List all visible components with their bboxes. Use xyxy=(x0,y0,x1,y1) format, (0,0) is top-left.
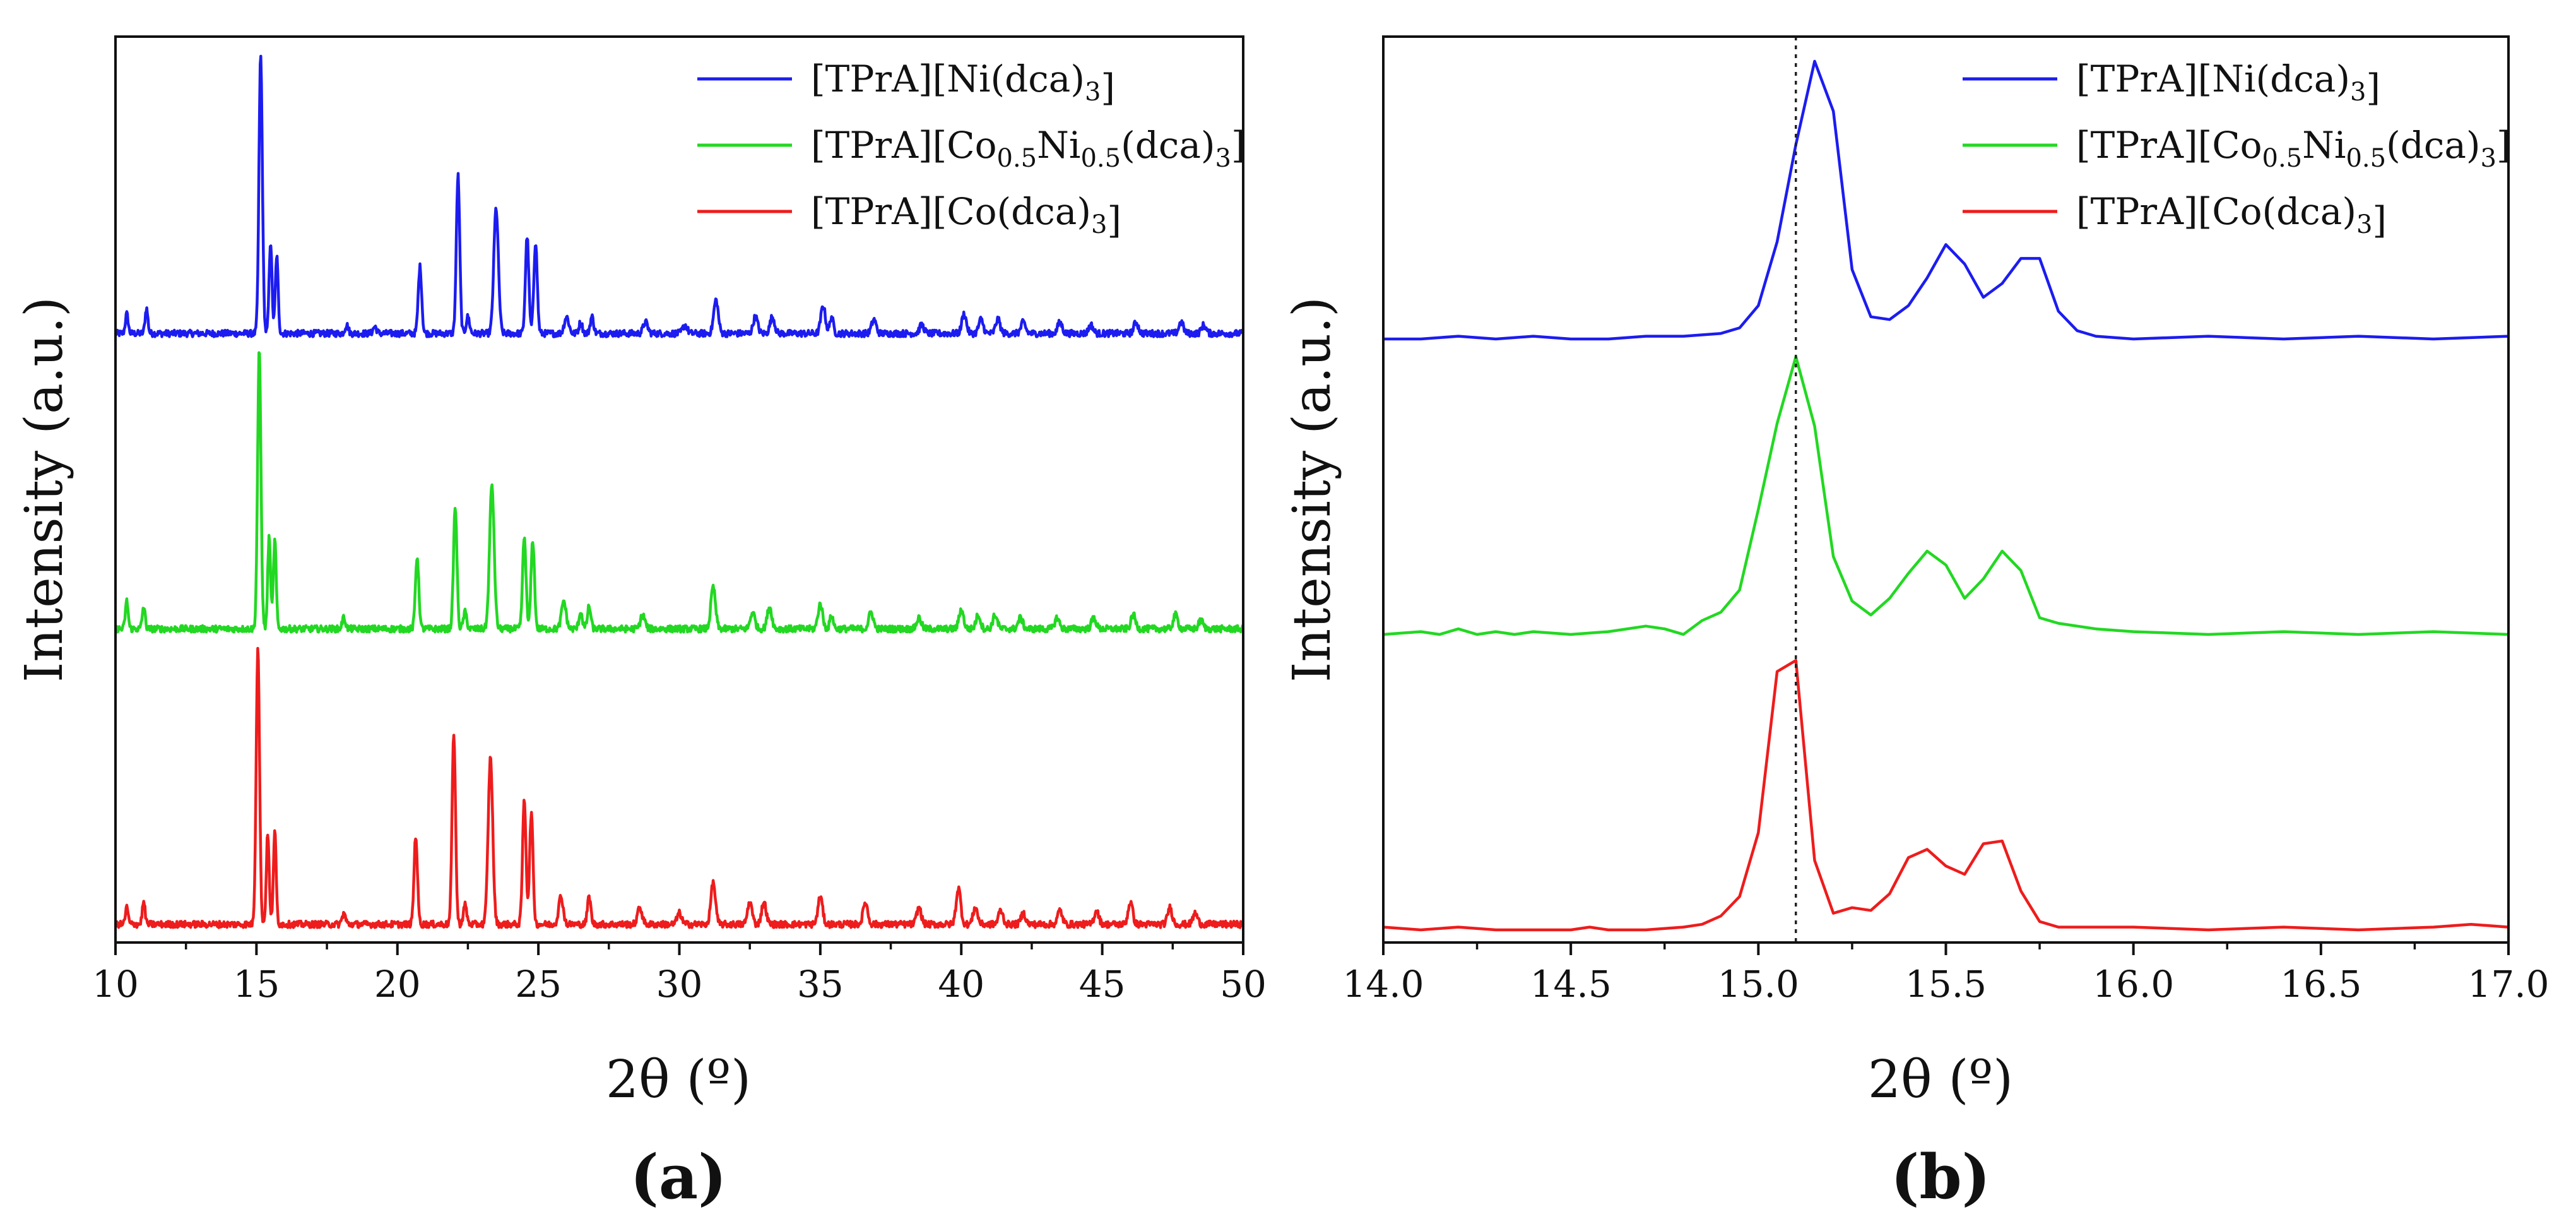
x-tick-label: 25 xyxy=(515,963,562,1006)
legend-text: [TPrA][Co(dca) xyxy=(2076,190,2356,233)
legend-subscript: 3 xyxy=(1215,144,1231,173)
x-tick-label: 15.5 xyxy=(1905,963,1987,1006)
legend-text: Ni xyxy=(2302,124,2346,167)
x-tick-label: 10 xyxy=(92,963,139,1006)
x-axis-label: 2θ (º) xyxy=(606,1050,751,1110)
legend-text: [TPrA][Ni(dca) xyxy=(2076,57,2350,100)
legend-text: [TPrA][Ni(dca) xyxy=(811,57,1085,100)
legend-label: [TPrA][Co0.5Ni0.5(dca)3] xyxy=(2076,124,2511,173)
legend-text: [TPrA][Co(dca) xyxy=(811,190,1091,233)
series-line-ni xyxy=(114,54,1244,338)
x-tick-label: 16.0 xyxy=(2093,963,2174,1006)
legend-item: [TPrA][Co(dca)3] xyxy=(697,190,1121,242)
legend-text: Ni xyxy=(1037,124,1080,167)
legend-subscript: 0.5 xyxy=(997,144,1037,173)
legend-item: [TPrA][Co0.5Ni0.5(dca)3] xyxy=(697,124,1246,173)
legend-text: ] xyxy=(1231,124,1246,167)
legend-label: [TPrA][Ni(dca)3] xyxy=(811,57,1115,109)
series-line-coni xyxy=(114,351,1245,634)
x-tick-label: 14.5 xyxy=(1530,963,1612,1006)
series-line-coni xyxy=(1383,355,2509,636)
y-axis-label: Intensity (a.u.) xyxy=(15,297,74,682)
x-tick-label: 45 xyxy=(1079,963,1126,1006)
legend-item: [TPrA][Ni(dca)3] xyxy=(697,57,1115,109)
panel-label: (a) xyxy=(630,1141,726,1213)
legend-subscript: 0.5 xyxy=(2346,144,2386,173)
x-tick-label: 15.0 xyxy=(1718,963,1799,1006)
legend-text: ] xyxy=(1107,199,1121,242)
legend-label: [TPrA][Ni(dca)3] xyxy=(2076,57,2380,109)
x-tick-label: 16.5 xyxy=(2280,963,2361,1006)
legend-subscript: 3 xyxy=(1085,78,1101,107)
legend-text: [TPrA][Co xyxy=(811,124,997,167)
x-tick-label: 14.0 xyxy=(1342,963,1424,1006)
legend-text: ] xyxy=(2496,124,2511,167)
x-tick-label: 35 xyxy=(797,963,844,1006)
legend-subscript: 3 xyxy=(2481,144,2496,173)
legend-item: [TPrA][Ni(dca)3] xyxy=(1963,57,2380,109)
legend-subscript: 0.5 xyxy=(2262,144,2303,173)
series-line-co xyxy=(1383,658,2509,932)
x-axis-label: 2θ (º) xyxy=(1868,1050,2013,1110)
legend-item: [TPrA][Co0.5Ni0.5(dca)3] xyxy=(1963,124,2511,173)
panel-label: (b) xyxy=(1891,1141,1990,1213)
x-tick-label: 15 xyxy=(233,963,280,1006)
legend-label: [TPrA][Co(dca)3] xyxy=(811,190,1121,242)
legend-text: (dca) xyxy=(2386,124,2480,167)
legend-text: [TPrA][Co xyxy=(2076,124,2262,167)
x-tick-label: 17.0 xyxy=(2467,963,2549,1006)
x-tick-label: 50 xyxy=(1220,963,1267,1006)
legend-subscript: 3 xyxy=(2356,210,2372,239)
x-tick-label: 30 xyxy=(656,963,703,1006)
legend-text: ] xyxy=(1101,66,1115,109)
legend-subscript: 0.5 xyxy=(1080,144,1121,173)
panel-b: 14.0 14.5 15.0 15.5 16.0 16.5 17.0 2θ (º) Intens… xyxy=(1282,35,2549,1213)
legend-item: [TPrA][Co(dca)3] xyxy=(1963,190,2387,242)
legend-text: ] xyxy=(2372,199,2387,242)
series-line-ni xyxy=(1383,59,2509,341)
x-tick-label: 20 xyxy=(374,963,421,1006)
panel-a: 10 15 20 25 30 35 40 45 50 2θ (º) Intensity (a.u.)… xyxy=(15,35,1267,1213)
legend-label: [TPrA][Co0.5Ni0.5(dca)3] xyxy=(811,124,1246,173)
legend-text: ] xyxy=(2366,66,2380,109)
legend-text: (dca) xyxy=(1121,124,1215,167)
y-axis-label: Intensity (a.u.) xyxy=(1282,297,1342,682)
x-tick-label: 40 xyxy=(938,963,984,1006)
legend-subscript: 3 xyxy=(2350,78,2366,107)
series-line-co xyxy=(114,646,1245,929)
plot-frame xyxy=(114,35,1244,944)
legend-subscript: 3 xyxy=(1091,210,1107,239)
legend-label: [TPrA][Co(dca)3] xyxy=(2076,190,2387,242)
plot-frame xyxy=(1382,35,2510,944)
